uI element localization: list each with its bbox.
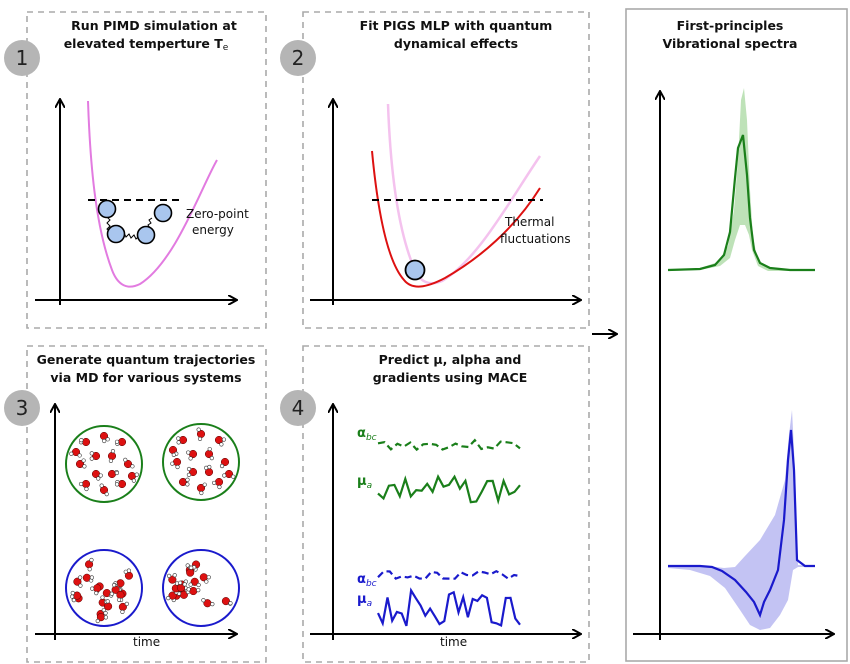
- panel-3-title-line1: Generate quantum trajectories: [37, 352, 256, 367]
- panel-4-time-label: time: [440, 635, 467, 649]
- blue-mu-trajectory: [377, 587, 521, 627]
- zero-point-label-line2: energy: [192, 223, 234, 237]
- step-2-number: 2: [292, 46, 305, 70]
- blue-alpha-trajectory: [377, 569, 521, 581]
- panel-3-title-line2: via MD for various systems: [50, 370, 241, 385]
- green-alpha-label: αbc: [357, 426, 377, 443]
- panel-5-border: [625, 8, 848, 662]
- thermal-label-line1: Thermal: [504, 215, 554, 229]
- green-mu-trajectory: [377, 474, 521, 505]
- panel-5-title-line1: First-principles: [677, 18, 784, 33]
- step-4-number: 4: [292, 396, 305, 420]
- panel-5-title-line2: Vibrational spectra: [663, 36, 798, 51]
- quantum-potential-curve: [386, 103, 542, 285]
- liquid-system-2: [162, 549, 240, 627]
- step-2-badge: [280, 40, 316, 76]
- step-1-badge: [4, 40, 40, 76]
- panel-2-title-line1: Fit PIGS MLP with quantum: [360, 18, 553, 33]
- thermal-label-line2: fluctuations: [500, 232, 571, 246]
- fitted-potential-curve: [371, 150, 541, 288]
- panel-5: First-principles Vibrational spectra: [625, 8, 848, 662]
- panel-4-title-line2: gradients using MACE: [373, 370, 528, 385]
- water-molecules: [69, 427, 236, 624]
- panel-1-border: [26, 11, 267, 329]
- blue-mu-label: μa: [357, 592, 372, 609]
- panel-2-border: [302, 11, 590, 329]
- panel-3: 3 Generate quantum trajectories via MD f…: [4, 345, 267, 663]
- panel-2-title-line2: dynamical effects: [394, 36, 518, 51]
- step-3-number: 3: [16, 396, 29, 420]
- classical-particle: [404, 259, 426, 281]
- panel-4-title-line1: Predict μ, alpha and: [379, 352, 522, 367]
- blue-spectrum-uncertainty: [668, 410, 815, 630]
- green-spectrum-uncertainty: [668, 88, 815, 271]
- blue-spectrum-line: [668, 429, 815, 619]
- panel-1-title-line1: Run PIMD simulation at: [71, 18, 237, 33]
- potential-well-curve: [87, 100, 218, 288]
- panel-1: 1 Run PIMD simulation at elevated temper…: [4, 11, 267, 329]
- step-4-badge: [280, 390, 316, 426]
- panel-4: 4 Predict μ, alpha and gradients using M…: [280, 345, 590, 663]
- panel-4-border: [302, 345, 590, 663]
- green-spectrum-line: [667, 134, 815, 272]
- panel-3-border: [26, 345, 267, 663]
- panel-2: 2 Fit PIGS MLP with quantum dynamical ef…: [280, 11, 590, 329]
- panel-3-time-label: time: [133, 635, 160, 649]
- green-mu-label: μa: [357, 474, 372, 491]
- panel-1-title-line2: elevated temperture Te: [64, 36, 229, 53]
- step-1-number: 1: [16, 46, 29, 70]
- ring-polymer-beads: [97, 199, 173, 245]
- green-alpha-trajectory: [377, 438, 521, 452]
- blue-alpha-label: αbc: [357, 572, 377, 589]
- zero-point-label-line1: Zero-point: [186, 207, 249, 221]
- step-3-badge: [4, 390, 40, 426]
